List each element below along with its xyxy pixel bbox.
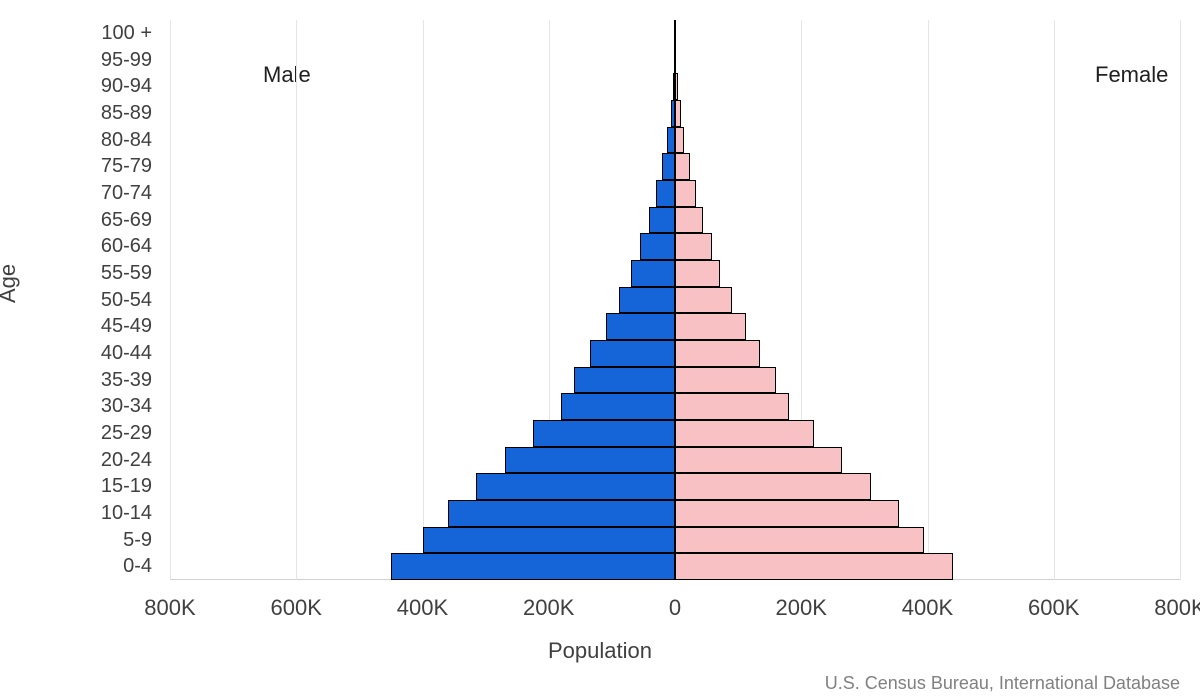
x-tick-label: 400K	[397, 595, 448, 621]
source-attribution: U.S. Census Bureau, International Databa…	[825, 673, 1180, 694]
male-bar	[574, 367, 675, 394]
female-bar	[675, 127, 684, 154]
center-axis-line	[674, 20, 676, 580]
male-bar	[448, 500, 675, 527]
y-tick-label: 15-19	[42, 473, 152, 500]
y-tick-label: 55-59	[42, 260, 152, 287]
y-tick-label: 90-94	[42, 73, 152, 100]
y-tick-label: 80-84	[42, 127, 152, 154]
y-tick-label: 40-44	[42, 340, 152, 367]
male-bar	[561, 393, 675, 420]
male-bar	[590, 340, 675, 367]
male-bar	[391, 553, 675, 580]
female-bar	[675, 393, 789, 420]
male-bar	[423, 527, 676, 554]
y-tick-label: 75-79	[42, 153, 152, 180]
y-tick-label: 70-74	[42, 180, 152, 207]
x-tick-label: 400K	[902, 595, 953, 621]
male-bar	[619, 287, 675, 314]
female-bar	[675, 553, 953, 580]
x-tick-label: 800K	[1154, 595, 1200, 621]
y-tick-label: 65-69	[42, 207, 152, 234]
y-axis-label: Age	[0, 264, 21, 303]
male-bar	[606, 313, 675, 340]
female-bar	[675, 233, 712, 260]
female-bar	[675, 340, 760, 367]
male-bar	[631, 260, 675, 287]
female-bar	[675, 473, 871, 500]
population-pyramid-chart: Age Population U.S. Census Bureau, Inter…	[0, 0, 1200, 700]
x-tick-label: 200K	[776, 595, 827, 621]
female-bar	[675, 207, 703, 234]
female-bar	[675, 447, 842, 474]
male-bar	[649, 207, 676, 234]
x-tick-label: 600K	[1028, 595, 1079, 621]
y-tick-label: 50-54	[42, 287, 152, 314]
male-bar	[533, 420, 675, 447]
female-bar	[675, 313, 746, 340]
y-tick-label: 10-14	[42, 500, 152, 527]
y-tick-label: 0-4	[42, 553, 152, 580]
female-bar	[675, 367, 776, 394]
y-tick-label: 25-29	[42, 420, 152, 447]
female-bar	[675, 420, 814, 447]
y-tick-label: 5-9	[42, 527, 152, 554]
x-tick-label: 800K	[144, 595, 195, 621]
female-bar	[675, 153, 690, 180]
plot-area	[170, 20, 1180, 580]
female-bar	[675, 287, 732, 314]
male-bar	[476, 473, 675, 500]
y-tick-label: 100 +	[42, 20, 152, 47]
y-tick-label: 95-99	[42, 47, 152, 74]
female-bar	[675, 180, 696, 207]
male-bar	[656, 180, 675, 207]
y-tick-label: 20-24	[42, 447, 152, 474]
y-tick-label: 30-34	[42, 393, 152, 420]
y-tick-label: 45-49	[42, 313, 152, 340]
male-bar	[505, 447, 675, 474]
gridline	[1180, 20, 1181, 580]
x-tick-label: 600K	[271, 595, 322, 621]
x-tick-label: 200K	[523, 595, 574, 621]
y-tick-label: 85-89	[42, 100, 152, 127]
y-tick-label: 60-64	[42, 233, 152, 260]
female-bar	[675, 527, 924, 554]
x-axis-label: Population	[0, 638, 1200, 664]
female-bar	[675, 500, 899, 527]
male-bar	[640, 233, 675, 260]
x-tick-label: 0	[669, 595, 681, 621]
y-tick-label: 35-39	[42, 367, 152, 394]
female-bar	[675, 260, 720, 287]
